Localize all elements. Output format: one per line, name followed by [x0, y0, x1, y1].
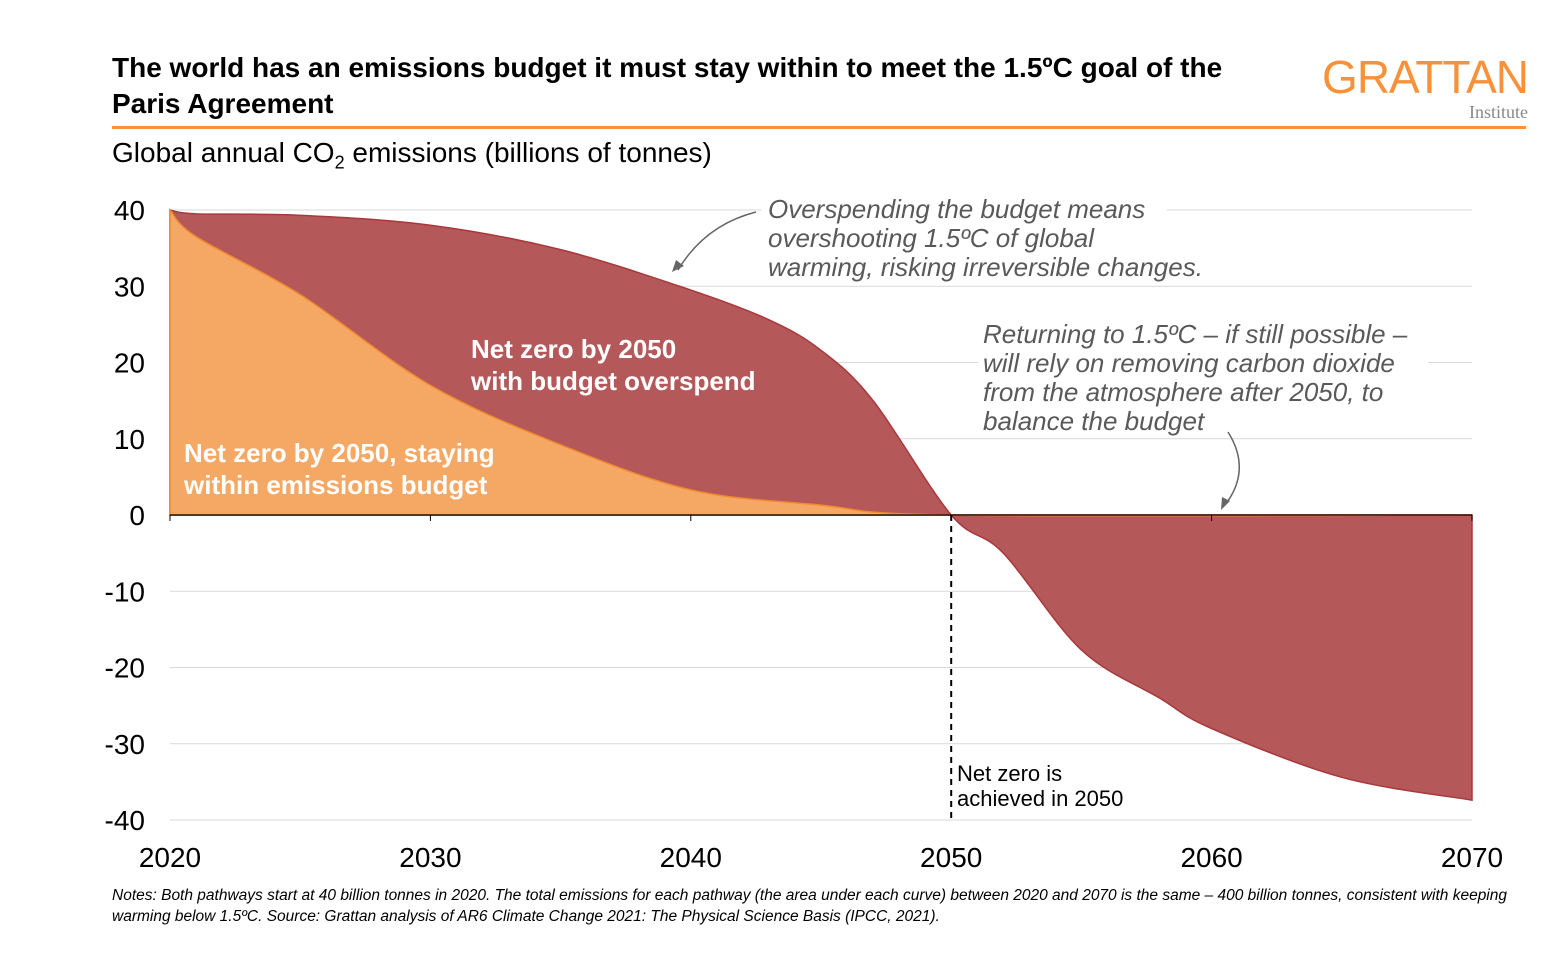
- y-tick-label: 30: [114, 271, 145, 302]
- y-tick-label: -20: [105, 653, 145, 684]
- logo-wordmark: GRATTAN: [1322, 51, 1529, 103]
- x-tick-label: 2030: [399, 842, 461, 873]
- y-tick-label: 0: [129, 500, 145, 531]
- arrow-line: [677, 211, 757, 271]
- annotation-bg: [978, 320, 1428, 438]
- subtitle-text: Global annual CO: [112, 137, 335, 168]
- y-tick-label: 40: [114, 195, 145, 226]
- chart-title: The world has an emissions budget it mus…: [112, 52, 1223, 119]
- y-tick-label: 10: [114, 424, 145, 455]
- removal-annotation: balance the budget: [983, 406, 1206, 436]
- within-budget-label: within emissions budget: [183, 470, 488, 500]
- logo-subtitle: Institute: [1469, 102, 1528, 122]
- removal-annotation: Returning to 1.5ºC – if still possible –: [983, 319, 1408, 349]
- x-tick-label: 2060: [1180, 842, 1242, 873]
- removal-annotation: will rely on removing carbon dioxide: [983, 348, 1395, 378]
- y-tick-label: 20: [114, 348, 145, 379]
- x-tick-label: 2020: [139, 842, 201, 873]
- overspend-annotation: warming, risking irreversible changes.: [768, 252, 1203, 282]
- x-tick-label: 2050: [920, 842, 982, 873]
- removal-annotation: from the atmosphere after 2050, to: [983, 377, 1383, 407]
- title-rule: [112, 126, 1526, 129]
- annotation-bg: [762, 195, 1167, 225]
- net-zero-annotation: Net zero is: [957, 761, 1062, 786]
- overspend-annotation: overshooting 1.5ºC of global: [768, 223, 1095, 253]
- within-budget-area: [169, 208, 1473, 517]
- y-tick-label: -10: [105, 576, 145, 607]
- y-axis-title: Global annual CO2 emissions (billions of…: [112, 136, 712, 173]
- net-zero-annotation: achieved in 2050: [957, 786, 1123, 811]
- within-budget-label: Net zero by 2050, staying: [184, 438, 495, 468]
- chart-notes: Notes: Both pathways start at 40 billion…: [112, 887, 1507, 925]
- subtitle-text-end: emissions (billions of tonnes): [344, 137, 712, 168]
- grattan-logo: GRATTAN Institute: [1310, 51, 1529, 122]
- x-tick-label: 2070: [1441, 842, 1503, 873]
- arrow-line: [1224, 431, 1240, 506]
- overspend-label: Net zero by 2050: [471, 334, 676, 364]
- subtitle-subscript: 2: [334, 152, 345, 173]
- overspend-label: with budget overspend: [470, 366, 756, 396]
- y-tick-label: -30: [105, 729, 145, 760]
- x-tick-label: 2040: [660, 842, 722, 873]
- arrow-head-icon: [1221, 497, 1230, 510]
- overspend-annotation: Overspending the budget means: [768, 194, 1145, 224]
- arrow-head-icon: [672, 260, 684, 272]
- y-tick-label: -40: [105, 805, 145, 836]
